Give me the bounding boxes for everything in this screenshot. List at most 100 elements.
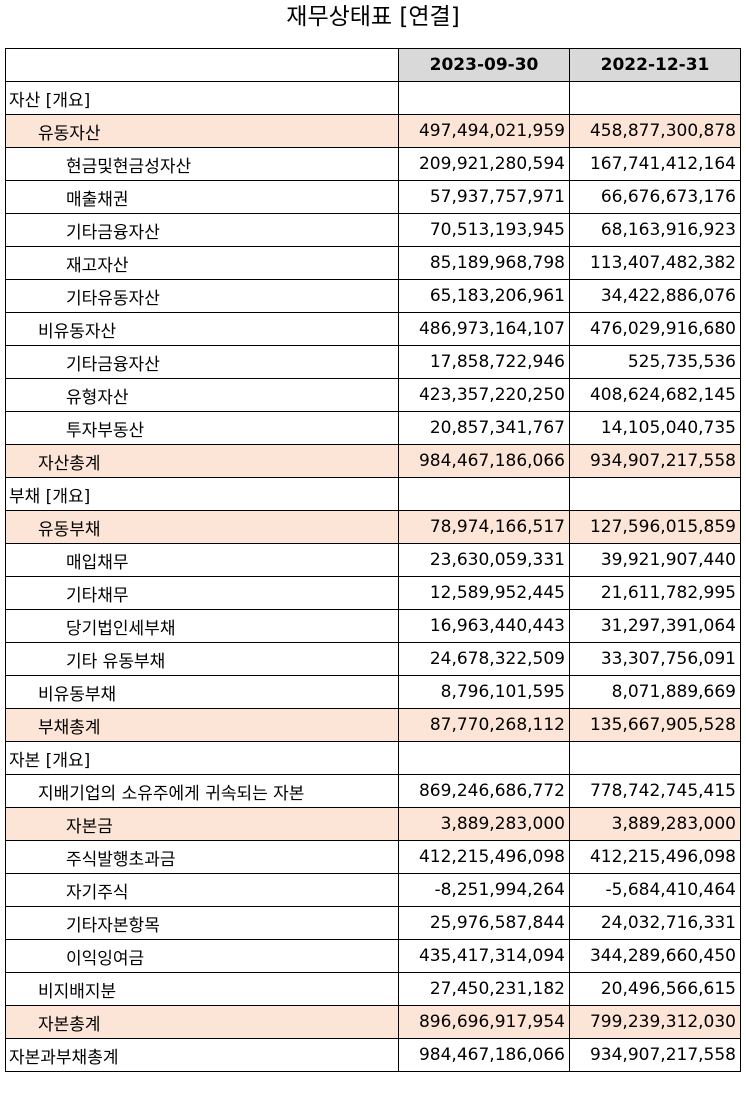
- value-prior: 476,029,916,680: [569, 312, 741, 346]
- value-prior: 33,307,756,091: [569, 642, 741, 676]
- page-title: 재무상태표 [연결]: [286, 4, 460, 30]
- value-prior: 127,596,015,859: [569, 510, 741, 544]
- row-label: 기타유동자산: [5, 279, 399, 313]
- value-current: 78,974,166,517: [398, 510, 570, 544]
- value-current: 16,963,440,443: [398, 609, 570, 643]
- table-row: 자본금 3,889,283,000 3,889,283,000: [5, 807, 741, 841]
- table-row: 부채총계 87,770,268,112 135,667,905,528: [5, 708, 741, 742]
- row-label: 현금및현금성자산: [5, 147, 399, 181]
- value-current: 57,937,757,971: [398, 180, 570, 214]
- table-body: 자산 [개요] 유동자산 497,494,021,959 458,877,300,87…: [5, 81, 741, 1072]
- table-row: 기타유동자산 65,183,206,961 34,422,886,076: [5, 279, 741, 313]
- row-label: 부채 [개요]: [5, 477, 399, 511]
- table-row: 당기법인세부채 16,963,440,443 31,297,391,064: [5, 609, 741, 643]
- row-label: 주식발행초과금: [5, 840, 399, 874]
- value-prior: 412,215,496,098: [569, 840, 741, 874]
- value-current: 3,889,283,000: [398, 807, 570, 841]
- row-label: 투자부동산: [5, 411, 399, 445]
- value-prior: [569, 81, 741, 115]
- row-label: 비유동부채: [5, 675, 399, 709]
- value-prior: 934,907,217,558: [569, 444, 741, 478]
- row-label: 기타금융자산: [5, 345, 399, 379]
- value-prior: 39,921,907,440: [569, 543, 741, 577]
- table-row: 기타채무 12,589,952,445 21,611,782,995: [5, 576, 741, 610]
- row-label: 이익잉여금: [5, 939, 399, 973]
- row-label: 유동부채: [5, 510, 399, 544]
- value-current: [398, 741, 570, 775]
- value-current: 24,678,322,509: [398, 642, 570, 676]
- row-label: 자본과부채총계: [5, 1038, 399, 1072]
- value-current: 423,357,220,250: [398, 378, 570, 412]
- table-row: 자본총계 896,696,917,954 799,239,312,030: [5, 1005, 741, 1039]
- value-prior: 458,877,300,878: [569, 114, 741, 148]
- table-row: 부채 [개요]: [5, 477, 741, 511]
- row-label: 자본총계: [5, 1005, 399, 1039]
- header-row: 2023-09-30 2022-12-31: [5, 48, 741, 82]
- row-label: 자본 [개요]: [5, 741, 399, 775]
- row-label: 매입채무: [5, 543, 399, 577]
- value-current: [398, 477, 570, 511]
- value-current: 20,857,341,767: [398, 411, 570, 445]
- value-current: 25,976,587,844: [398, 906, 570, 940]
- value-prior: 344,289,660,450: [569, 939, 741, 973]
- value-prior: [569, 477, 741, 511]
- row-label: 매출채권: [5, 180, 399, 214]
- table-row: 기타 유동부채 24,678,322,509 33,307,756,091: [5, 642, 741, 676]
- value-current: -8,251,994,264: [398, 873, 570, 907]
- table-row: 현금및현금성자산 209,921,280,594 167,741,412,164: [5, 147, 741, 181]
- table-row: 매출채권 57,937,757,971 66,676,673,176: [5, 180, 741, 214]
- table-row: 이익잉여금 435,417,314,094 344,289,660,450: [5, 939, 741, 973]
- value-prior: 167,741,412,164: [569, 147, 741, 181]
- row-label: 자산총계: [5, 444, 399, 478]
- value-current: 497,494,021,959: [398, 114, 570, 148]
- value-current: 85,189,968,798: [398, 246, 570, 280]
- value-current: 486,973,164,107: [398, 312, 570, 346]
- row-label: 비유동자산: [5, 312, 399, 346]
- value-current: 17,858,722,946: [398, 345, 570, 379]
- value-prior: 408,624,682,145: [569, 378, 741, 412]
- value-prior: -5,684,410,464: [569, 873, 741, 907]
- table-row: 자산 [개요]: [5, 81, 741, 115]
- value-current: 23,630,059,331: [398, 543, 570, 577]
- value-current: 984,467,186,066: [398, 444, 570, 478]
- value-current: 869,246,686,772: [398, 774, 570, 808]
- row-label: 부채총계: [5, 708, 399, 742]
- value-current: 70,513,193,945: [398, 213, 570, 247]
- table-row: 비지배지분 27,450,231,182 20,496,566,615: [5, 972, 741, 1006]
- value-prior: 113,407,482,382: [569, 246, 741, 280]
- row-label: 기타금융자산: [5, 213, 399, 247]
- value-current: 12,589,952,445: [398, 576, 570, 610]
- value-prior: 934,907,217,558: [569, 1038, 741, 1072]
- row-label: 자산 [개요]: [5, 81, 399, 115]
- value-current: 209,921,280,594: [398, 147, 570, 181]
- value-prior: 525,735,536: [569, 345, 741, 379]
- value-current: 27,450,231,182: [398, 972, 570, 1006]
- value-current: [398, 81, 570, 115]
- header-date-current: 2023-09-30: [398, 48, 570, 82]
- value-prior: 778,742,745,415: [569, 774, 741, 808]
- value-prior: 3,889,283,000: [569, 807, 741, 841]
- table-row: 매입채무 23,630,059,331 39,921,907,440: [5, 543, 741, 577]
- row-label: 자기주식: [5, 873, 399, 907]
- value-prior: 135,667,905,528: [569, 708, 741, 742]
- value-current: 896,696,917,954: [398, 1005, 570, 1039]
- row-label: 유형자산: [5, 378, 399, 412]
- table-row: 비유동자산 486,973,164,107 476,029,916,680: [5, 312, 741, 346]
- value-prior: 66,676,673,176: [569, 180, 741, 214]
- value-current: 412,215,496,098: [398, 840, 570, 874]
- header-label: [5, 48, 399, 82]
- table-row: 기타자본항목 25,976,587,844 24,032,716,331: [5, 906, 741, 940]
- value-current: 87,770,268,112: [398, 708, 570, 742]
- value-prior: 31,297,391,064: [569, 609, 741, 643]
- table-row: 비유동부채 8,796,101,595 8,071,889,669: [5, 675, 741, 709]
- table-row: 주식발행초과금 412,215,496,098 412,215,496,098: [5, 840, 741, 874]
- value-prior: 8,071,889,669: [569, 675, 741, 709]
- table-row: 자산총계 984,467,186,066 934,907,217,558: [5, 444, 741, 478]
- table-row: 자본 [개요]: [5, 741, 741, 775]
- table-row: 유형자산 423,357,220,250 408,624,682,145: [5, 378, 741, 412]
- balance-sheet-table: 2023-09-30 2022-12-31 자산 [개요] 유동자산 497,494…: [5, 48, 741, 1072]
- row-label: 기타자본항목: [5, 906, 399, 940]
- header-date-prior: 2022-12-31: [569, 48, 741, 82]
- row-label: 재고자산: [5, 246, 399, 280]
- row-label: 기타채무: [5, 576, 399, 610]
